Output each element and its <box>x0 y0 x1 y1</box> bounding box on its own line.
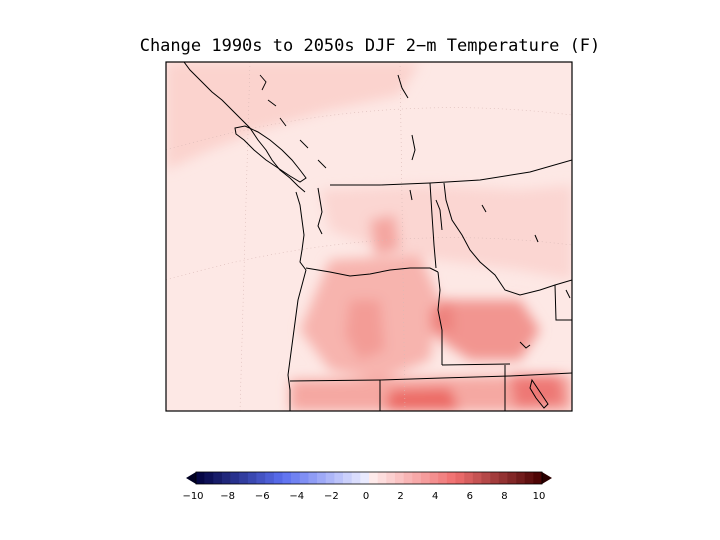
colorbar-tick-label: 2 <box>397 491 403 502</box>
colorbar-bin <box>394 472 404 484</box>
colorbar-bin <box>299 472 309 484</box>
colorbar-bin <box>507 472 517 484</box>
colorbar-frame <box>195 471 543 485</box>
colorbar-bin <box>230 472 240 484</box>
coastal-islands <box>259 74 327 169</box>
colorbar-tick-label: 8 <box>501 491 507 502</box>
colorbar-tick-label: 6 <box>467 491 473 502</box>
colorbar-bin <box>498 472 508 484</box>
colorbar-tick-label: −6 <box>255 491 270 502</box>
colorbar-bin <box>472 472 482 484</box>
colorbar-bin <box>420 472 430 484</box>
colorbar-bin <box>273 472 283 484</box>
colorbar-bin <box>265 472 275 484</box>
colorbar-tick-label: −8 <box>220 491 235 502</box>
colorbar-bin <box>386 472 396 484</box>
colorbar-left-arrow <box>186 472 196 484</box>
colorbar-bin <box>516 472 525 484</box>
colorbar-bin <box>403 472 413 484</box>
colorbar-bin <box>256 472 266 484</box>
colorbar-tick-label: −10 <box>182 491 203 502</box>
colorbar-bin <box>204 472 214 484</box>
colorbar-bin <box>446 472 456 484</box>
colorbar-bin <box>412 472 422 484</box>
colorbar-bin <box>464 472 474 484</box>
colorbar-bin <box>317 472 327 484</box>
colorbar-bin <box>213 472 223 484</box>
colorbar-bin <box>369 472 378 484</box>
colorbar-bin <box>325 472 335 484</box>
colorbar-bin <box>334 472 344 484</box>
colorbar-bin <box>247 472 257 484</box>
chart-title: Change 1990s to 2050s DJF 2−m Temperatur… <box>139 36 601 56</box>
colorbar-bin <box>221 472 231 484</box>
colorbar-bin <box>360 472 370 484</box>
colorbar-tick-label: 4 <box>432 491 438 502</box>
colorbar-bin <box>490 472 500 484</box>
colorbar-bin <box>308 472 318 484</box>
colorbar-ticks: −10 −8 −6 −4 −2 0 2 4 6 8 10 <box>182 491 545 502</box>
colorbar-tick-label: −2 <box>324 491 339 502</box>
colorbar-bin <box>524 472 534 484</box>
colorbar-bin <box>455 472 465 484</box>
warming-field <box>166 62 572 411</box>
colorbar-tick-label: 0 <box>363 491 369 502</box>
colorbar-right-arrow <box>542 472 552 484</box>
colorbar-bins <box>196 472 543 484</box>
colorbar-bin <box>196 472 205 484</box>
coastlines-and-borders <box>183 62 572 411</box>
colorbar-bin <box>429 472 439 484</box>
graticule <box>166 62 572 411</box>
colorbar-bin <box>239 472 249 484</box>
colorbar-bin <box>481 472 491 484</box>
colorbar-bin <box>377 472 387 484</box>
colorbar-bin <box>343 472 352 484</box>
colorbar-tick-label: 10 <box>533 491 546 502</box>
colorbar-bin <box>351 472 361 484</box>
colorbar-bin <box>282 472 292 484</box>
colorbar-bin <box>533 472 543 484</box>
map-frame <box>165 61 573 412</box>
colorbar-bin <box>291 472 301 484</box>
colorbar-bin <box>438 472 448 484</box>
colorbar-tick-label: −4 <box>289 491 304 502</box>
